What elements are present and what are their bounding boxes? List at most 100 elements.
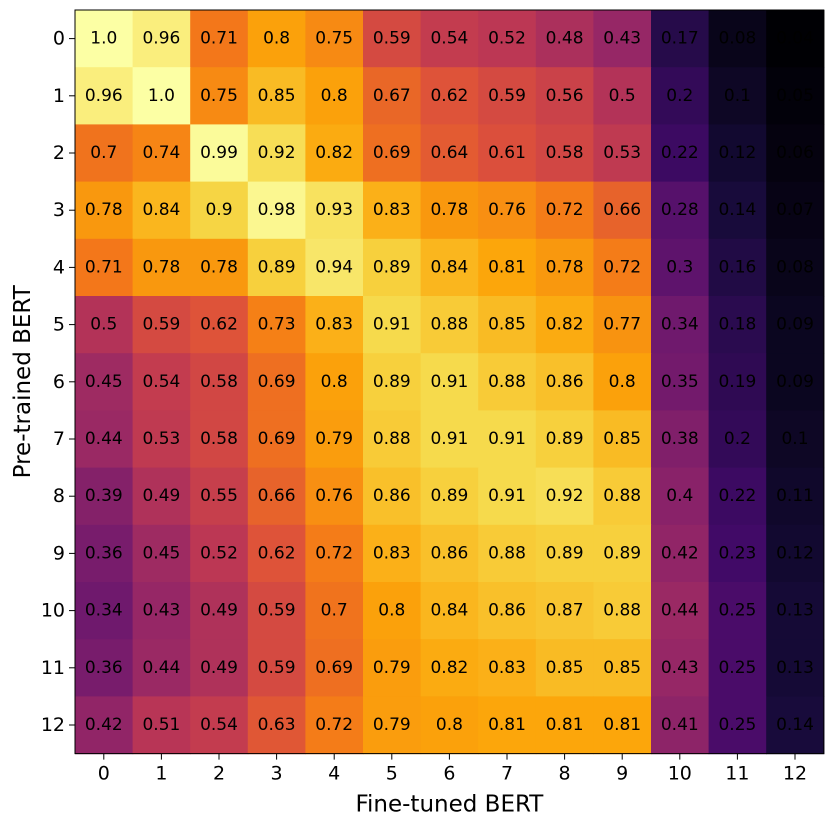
heatmap-cell-value: 0.82 xyxy=(315,143,353,163)
heatmap-cell-value: 0.96 xyxy=(85,86,123,106)
heatmap-cell-value: 1.0 xyxy=(90,29,117,49)
heatmap-cell xyxy=(75,67,134,125)
heatmap-cell xyxy=(708,238,767,297)
heatmap-cell-value: 0.63 xyxy=(258,715,296,735)
heatmap-cell-value: 0.88 xyxy=(603,601,641,621)
heatmap-cell xyxy=(766,124,825,183)
heatmap-cell xyxy=(363,410,422,469)
heatmap-cell-value: 0.61 xyxy=(488,143,526,163)
heatmap-cell-value: 0.75 xyxy=(200,86,238,106)
heatmap-cell-value: 0.8 xyxy=(321,372,348,392)
heatmap-cell-value: 0.83 xyxy=(315,315,353,335)
heatmap-cell xyxy=(75,238,134,297)
heatmap-cell-value: 0.7 xyxy=(321,601,348,621)
heatmap-cell-value: 0.44 xyxy=(85,429,123,449)
heatmap-cell xyxy=(593,467,652,526)
heatmap-cell xyxy=(363,467,422,526)
heatmap-cell-value: 0.89 xyxy=(373,372,411,392)
heatmap-cell xyxy=(593,181,652,240)
heatmap-cell xyxy=(247,410,306,469)
heatmap-cell-value: 0.79 xyxy=(373,715,411,735)
heatmap-cell-value: 0.78 xyxy=(200,257,238,277)
x-tick-label: 6 xyxy=(443,763,455,785)
heatmap-cell-value: 0.81 xyxy=(603,715,641,735)
heatmap-cell xyxy=(651,696,710,755)
heatmap-cell xyxy=(766,582,825,640)
heatmap-cell xyxy=(708,582,767,640)
heatmap-cell-value: 0.66 xyxy=(258,486,296,506)
heatmap-cell-value: 0.14 xyxy=(718,200,756,220)
heatmap-cell xyxy=(478,181,537,240)
heatmap-cell xyxy=(305,524,364,583)
heatmap-cell xyxy=(247,639,306,697)
heatmap-cell-value: 0.09 xyxy=(776,315,814,335)
heatmap-cell xyxy=(593,410,652,469)
heatmap-cell xyxy=(651,238,710,297)
heatmap-cell xyxy=(190,181,249,240)
heatmap-cell xyxy=(132,124,191,183)
heatmap-cell xyxy=(363,524,422,583)
heatmap-cell-value: 0.94 xyxy=(315,257,353,277)
heatmap-cell-value: 0.8 xyxy=(263,29,290,49)
y-axis-label: Pre-trained BERT xyxy=(10,284,36,478)
heatmap-cell xyxy=(420,181,479,240)
heatmap-cell xyxy=(708,353,767,411)
heatmap-cell xyxy=(420,639,479,697)
heatmap-cell xyxy=(593,67,652,125)
heatmap-cell xyxy=(708,10,767,68)
heatmap-cell xyxy=(651,124,710,183)
heatmap-cell-value: 0.78 xyxy=(430,200,468,220)
heatmap-cell-value: 0.53 xyxy=(142,429,180,449)
heatmap-cell xyxy=(708,181,767,240)
heatmap-cell-value: 0.86 xyxy=(430,543,468,563)
y-tick-label: 5 xyxy=(53,314,65,336)
heatmap-cell xyxy=(190,524,249,583)
heatmap-cell xyxy=(478,296,537,354)
heatmap-cell-value: 0.85 xyxy=(546,658,584,678)
heatmap-cell xyxy=(420,524,479,583)
heatmap-cell-value: 0.22 xyxy=(661,143,699,163)
heatmap-cell-value: 0.84 xyxy=(430,601,468,621)
heatmap-cell-value: 0.14 xyxy=(776,715,814,735)
heatmap-cell xyxy=(305,639,364,697)
heatmap-cell xyxy=(132,10,191,68)
heatmap-cell xyxy=(363,124,422,183)
heatmap-cell xyxy=(535,639,594,697)
y-tick-label: 3 xyxy=(53,199,65,221)
heatmap-cell-value: 0.72 xyxy=(546,200,584,220)
heatmap-cell xyxy=(363,10,422,68)
heatmap-cell-value: 0.13 xyxy=(776,601,814,621)
heatmap-cell-value: 0.48 xyxy=(546,29,584,49)
heatmap-cell-value: 0.4 xyxy=(666,486,693,506)
heatmap-cell-value: 0.76 xyxy=(488,200,526,220)
heatmap-cell-value: 0.74 xyxy=(142,143,180,163)
heatmap-cell-value: 0.84 xyxy=(430,257,468,277)
heatmap-cell-value: 0.36 xyxy=(85,543,123,563)
heatmap-cell xyxy=(420,67,479,125)
heatmap-cell-value: 0.12 xyxy=(776,543,814,563)
heatmap-cell xyxy=(651,582,710,640)
heatmap-cell xyxy=(535,353,594,411)
heatmap-cell xyxy=(132,410,191,469)
heatmap-cell xyxy=(766,353,825,411)
heatmap-cell-value: 0.34 xyxy=(661,315,699,335)
heatmap-cell-value: 0.72 xyxy=(315,543,353,563)
heatmap-cell-value: 0.69 xyxy=(258,372,296,392)
heatmap-cell-value: 0.69 xyxy=(373,143,411,163)
heatmap-cell-value: 0.49 xyxy=(142,486,180,506)
heatmap-cell xyxy=(766,639,825,697)
heatmap-cell xyxy=(478,67,537,125)
heatmap-cell-value: 0.88 xyxy=(373,429,411,449)
heatmap-cell xyxy=(593,353,652,411)
heatmap-cell-value: 0.59 xyxy=(142,315,180,335)
heatmap-cell xyxy=(651,467,710,526)
x-tick-label: 12 xyxy=(783,763,807,785)
heatmap-cell-value: 0.77 xyxy=(603,315,641,335)
heatmap-cell-value: 0.43 xyxy=(603,29,641,49)
heatmap-cell xyxy=(363,353,422,411)
x-axis-label: Fine-tuned BERT xyxy=(355,792,544,818)
heatmap-cell-value: 0.85 xyxy=(488,315,526,335)
heatmap-cell-value: 0.35 xyxy=(661,372,699,392)
heatmap-cell xyxy=(478,524,537,583)
heatmap-cell xyxy=(363,181,422,240)
